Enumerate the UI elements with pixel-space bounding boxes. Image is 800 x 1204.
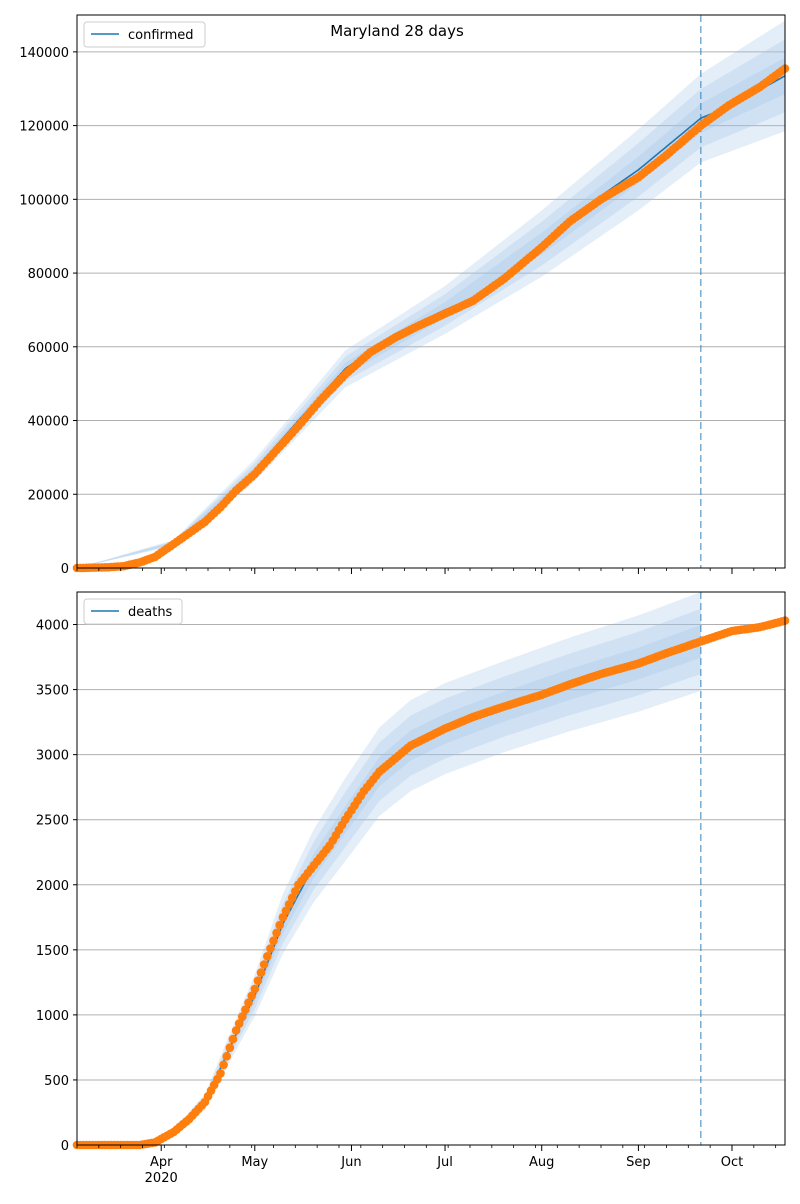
y-tick-label: 80000 [28,267,69,282]
y-tick-label: 4000 [36,619,69,634]
x-tick-label: Sep [626,1155,651,1170]
y-tick-label: 100000 [19,193,69,208]
confidence-band-2 [77,39,785,569]
observed-point [272,928,281,938]
x-year-label: 2020 [145,1171,178,1186]
observed-point [266,944,275,953]
y-tick-label: 0 [61,562,69,577]
observed-point [219,1060,228,1070]
observed-point [222,1052,231,1061]
observed-point [291,887,300,896]
x-tick-label: Jul [436,1155,453,1170]
observed-point [284,900,294,909]
x-tick-label: Aug [529,1155,554,1170]
chart-title: Maryland 28 days [330,22,464,40]
legend-box [83,598,183,625]
confidence-band-1 [77,592,701,1145]
observed-point [256,968,266,977]
observed-point [241,1005,250,1014]
observed-point [231,1026,241,1035]
observed-point [250,984,260,994]
y-tick-label: 1500 [36,944,69,959]
x-tick-label: May [241,1155,268,1170]
observed-point [259,960,269,969]
observed-point [238,1012,247,1021]
y-tick-label: 3500 [36,684,69,699]
y-tick-label: 120000 [19,120,69,135]
x-tick-label: Apr [150,1155,173,1170]
observed-point [216,1069,225,1078]
legend-box [83,21,206,48]
legend-label: deaths [128,605,173,620]
observed-point [228,1034,238,1044]
y-tick-label: 60000 [28,341,69,356]
y-tick-label: 3000 [36,749,69,764]
observed-point [263,952,272,961]
observed-point [281,906,291,916]
x-tick-label: Jun [340,1155,361,1170]
y-tick-label: 1000 [36,1009,69,1024]
observed-point [275,920,285,930]
y-tick-label: 40000 [28,415,69,430]
observed-point [247,991,256,1001]
y-tick-label: 2000 [36,879,69,894]
confidence-band-3 [77,57,785,568]
observed-point [287,893,297,903]
observed-point [225,1043,235,1052]
y-tick-label: 2500 [36,814,69,829]
observed-point [234,1019,244,1028]
axes-frame [76,591,786,1146]
y-tick-label: 500 [44,1074,69,1089]
confidence-band-1 [77,20,785,568]
observed-point [253,976,263,985]
y-tick-label: 0 [61,1139,69,1154]
y-tick-label: 20000 [28,488,69,503]
axes-frame [76,14,786,569]
y-tick-label: 140000 [19,46,69,61]
top-subplot: 0 20000 40000 60000 80000 100000 120000 140000 c… [19,14,790,577]
observed-point [244,998,253,1007]
x-tick-label: Oct [721,1155,743,1170]
legend-label: confirmed [128,28,194,43]
bottom-subplot: 0 500 1000 1500 2000 2500 3000 3500 4000 Apr May Ju… [36,591,790,1186]
confidence-band-3 [77,625,701,1145]
observed-point [278,913,288,922]
observed-point [269,936,278,945]
